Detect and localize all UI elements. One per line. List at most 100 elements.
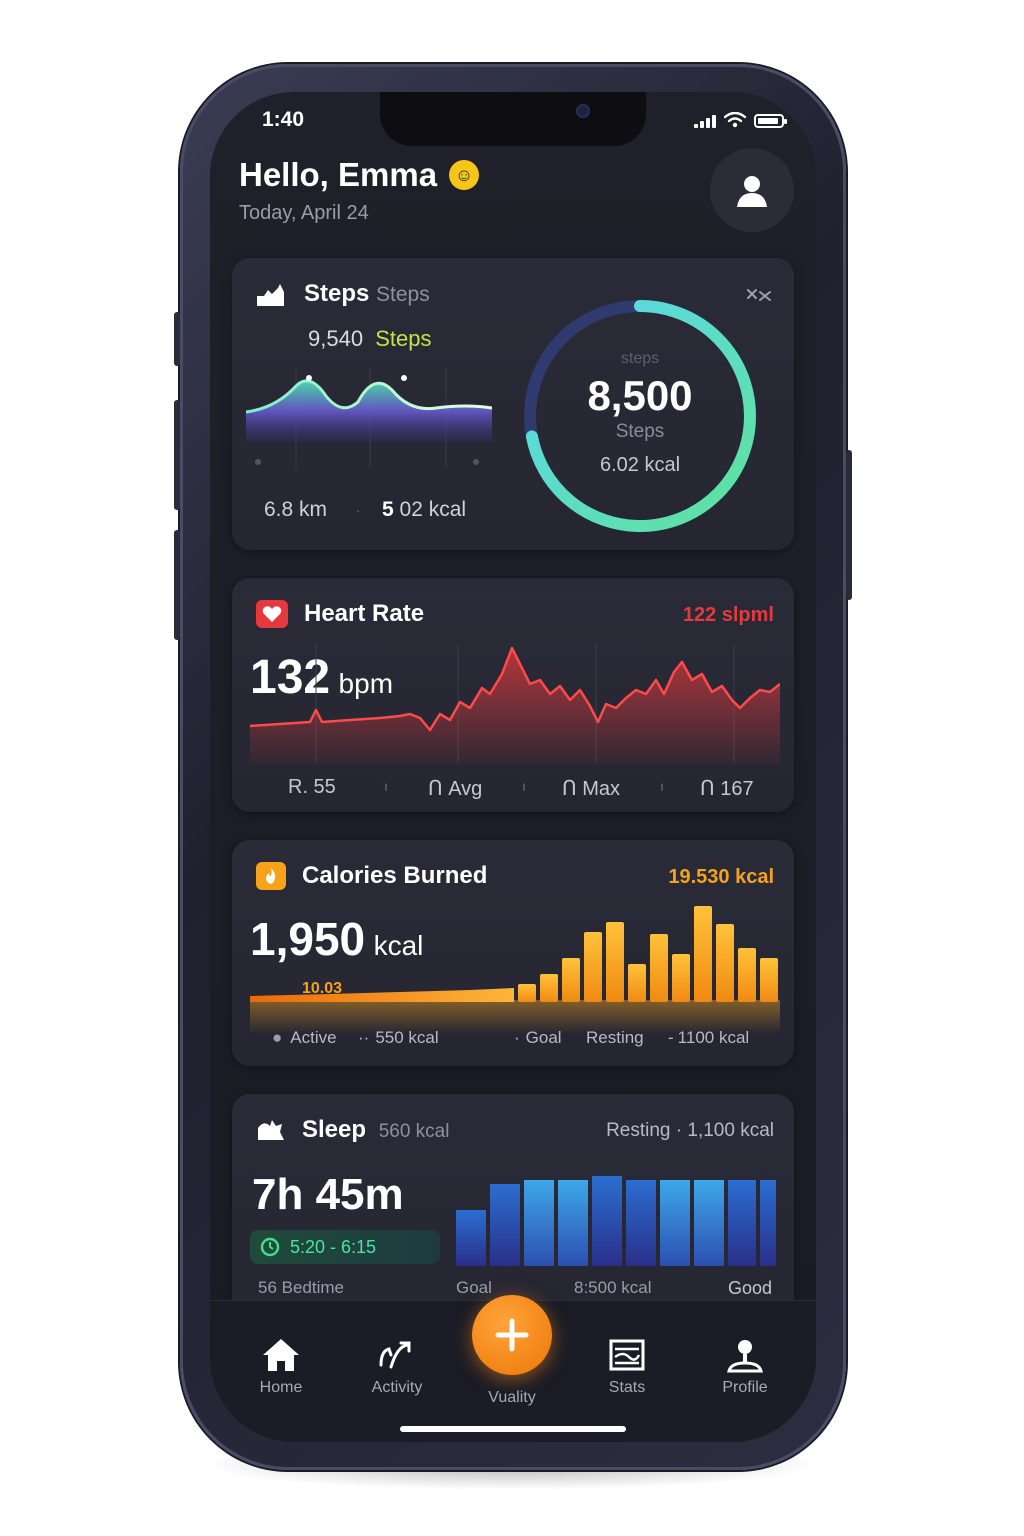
legend-active-kcal: ·· 550 kcal: [358, 1028, 439, 1047]
heart-title: Heart Rate: [304, 600, 425, 627]
heart-rate-card[interactable]: Heart Rate 122 slpml 132 bpm R. 55 ı: [232, 578, 794, 812]
side-button-mute: [174, 312, 180, 366]
heart-stat-divider: ı: [522, 778, 526, 794]
steps-kcal-rest: 02 kcal: [399, 498, 467, 521]
notch: [380, 92, 646, 146]
nav-vuality-label: Vuality: [488, 1389, 536, 1406]
calories-chart: [250, 906, 780, 1034]
sleep-title: Sleep 560 kcal: [302, 1116, 449, 1144]
steps-title-text: Steps: [304, 280, 370, 307]
nav-activity-label: Activity: [371, 1379, 423, 1396]
plus-icon: [495, 1318, 529, 1352]
clock-icon: [260, 1237, 280, 1257]
greeting: Hello, Emma ☺: [239, 156, 480, 194]
camera: [576, 104, 590, 118]
profile-avatar-button[interactable]: [710, 148, 794, 232]
home-icon: [263, 1339, 299, 1371]
add-button[interactable]: [472, 1295, 552, 1375]
status-icons: [694, 112, 787, 128]
legend-goal-label: Goal: [525, 1028, 562, 1047]
ring-unit: Steps: [615, 421, 665, 442]
smile-emoji-icon: ☺: [449, 160, 480, 190]
nav-profile[interactable]: Profile: [700, 1337, 790, 1397]
nav-home[interactable]: Home: [236, 1337, 326, 1397]
heart-badge: 122 slpml: [682, 604, 774, 626]
sleep-title-suffix: 560 kcal: [378, 1121, 450, 1142]
legend-resting: Resting: [586, 1028, 644, 1047]
calories-line-label: 10.03: [302, 980, 343, 997]
calories-value: 1,950 kcal: [250, 912, 423, 966]
ring-caption: steps: [620, 350, 660, 367]
expand-icon[interactable]: [746, 286, 772, 306]
nav-profile-label: Profile: [722, 1379, 768, 1396]
steps-kcal-bold: 5: [382, 498, 394, 521]
ring-kcal: 6.02 kcal: [599, 454, 681, 476]
activity-icon: [379, 1341, 411, 1369]
side-button-power: [846, 450, 852, 600]
steps-count-value: 9,540: [308, 326, 364, 351]
steps-title-suffix: Steps: [376, 283, 430, 306]
legend-resting-kcal-value: 1100 kcal: [677, 1028, 750, 1047]
date-label: Today, April 24: [239, 202, 369, 224]
user-icon: [737, 176, 767, 207]
sleep-range-text: 5:20 - 6:15: [290, 1236, 377, 1257]
heart-stat-peak: Ո 167: [700, 776, 754, 801]
avg-label: Avg: [448, 778, 483, 800]
heart-stat-min: R. 55: [288, 776, 336, 798]
nav-stats[interactable]: Stats: [582, 1337, 672, 1397]
sleep-card[interactable]: Sleep 560 kcal Resting · 1,100 kcal 7h 4…: [232, 1094, 794, 1334]
legend-goal: · Goal: [514, 1028, 562, 1047]
shoe-icon: [257, 284, 284, 306]
heart-icon: [256, 600, 288, 628]
sleep-range-pill: 5:20 - 6:15: [250, 1230, 440, 1264]
calories-value-unit: kcal: [373, 930, 424, 961]
peak-prefix: Ո: [700, 778, 715, 800]
sleep-resting: Resting · 1,100 kcal: [606, 1120, 774, 1141]
heart-value: 132 bpm: [250, 650, 393, 705]
heart-stat-divider: ı: [660, 778, 664, 794]
heart-stat-avg: Ո Avg: [428, 776, 482, 801]
stats-icon: [609, 1339, 645, 1371]
max-label: Max: [582, 778, 620, 800]
sleep-footer-quality: Good: [727, 1278, 772, 1298]
steps-kcal: 5 02 kcal: [382, 498, 466, 522]
bottom-nav: Home Activity Vuality Stats Profile: [210, 1295, 816, 1442]
nav-activity[interactable]: Activity: [352, 1337, 442, 1397]
heart-value-number: 132: [250, 651, 331, 704]
calories-value-number: 1,950: [250, 913, 366, 965]
nav-home-label: Home: [259, 1379, 303, 1396]
calories-bars: [518, 906, 778, 1002]
steps-card[interactable]: Steps Steps 9,540 Steps: [232, 258, 794, 550]
avg-prefix: Ո: [428, 778, 443, 800]
heart-value-unit: bpm: [338, 668, 394, 699]
sleep-chart: [456, 1176, 776, 1266]
greeting-text: Hello, Emma: [239, 156, 438, 193]
steps-distance: 6.8 km: [264, 498, 328, 521]
calories-title: Calories Burned: [302, 862, 488, 889]
calories-badge: 19.530 kcal: [668, 866, 774, 888]
profile-icon: [727, 1340, 763, 1373]
ring-value: 8,500: [587, 372, 693, 419]
sleep-title-text: Sleep: [302, 1116, 367, 1143]
peak-value: 167: [720, 778, 754, 800]
heart-stat-divider: ı: [384, 778, 388, 794]
heart-stat-max: Ո Max: [562, 776, 620, 801]
home-indicator[interactable]: [400, 1426, 626, 1432]
nav-stats-label: Stats: [608, 1379, 646, 1396]
legend-active-kcal-value: 550 kcal: [375, 1028, 439, 1047]
steps-separator: ·: [356, 502, 361, 518]
steps-title: Steps Steps: [304, 280, 430, 308]
legend-active: ● Active: [272, 1028, 337, 1047]
flame-icon: [256, 862, 286, 890]
steps-wave-chart: [246, 368, 492, 468]
legend-resting-kcal: -1100 kcal: [668, 1028, 750, 1047]
sleep-icon: [258, 1120, 284, 1140]
heart-rate-chart: [250, 644, 780, 764]
status-time: 1:40: [262, 108, 305, 131]
sleep-footer-kcal: 8:500 kcal: [574, 1278, 652, 1297]
sleep-value: 7h 45m: [252, 1170, 404, 1219]
nav-vuality[interactable]: Vuality: [467, 1389, 557, 1407]
legend-active-label: Active: [290, 1028, 337, 1047]
calories-card[interactable]: Calories Burned 19.530 kcal 1,950 kcal: [232, 840, 794, 1066]
battery-icon: [754, 114, 787, 128]
